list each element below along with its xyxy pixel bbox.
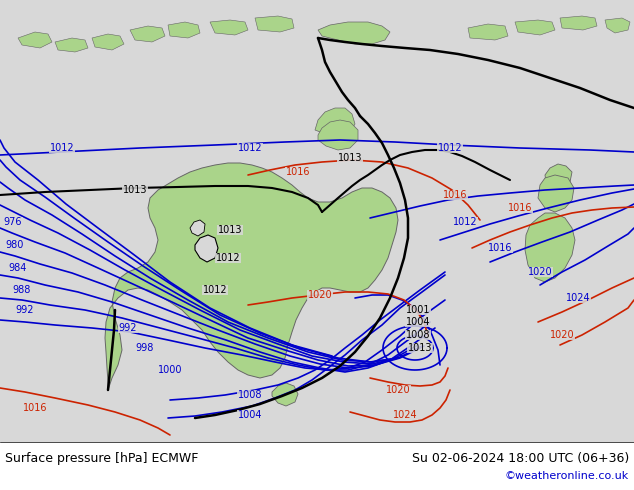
Text: 1013: 1013 <box>217 225 242 235</box>
Text: ©weatheronline.co.uk: ©weatheronline.co.uk <box>505 471 629 481</box>
Polygon shape <box>255 16 294 32</box>
Text: 1012: 1012 <box>437 143 462 153</box>
Text: 1012: 1012 <box>238 143 262 153</box>
Polygon shape <box>315 108 355 136</box>
Polygon shape <box>92 34 124 50</box>
Text: 1020: 1020 <box>385 385 410 395</box>
Text: 1004: 1004 <box>406 317 430 327</box>
Polygon shape <box>190 220 205 236</box>
Text: 976: 976 <box>4 217 22 227</box>
Text: 998: 998 <box>136 343 154 353</box>
Polygon shape <box>272 383 298 406</box>
Text: 980: 980 <box>6 240 24 250</box>
Polygon shape <box>538 175 574 212</box>
Text: 1001: 1001 <box>406 305 430 315</box>
Text: 1016: 1016 <box>286 167 310 177</box>
Text: 1012: 1012 <box>49 143 74 153</box>
Text: 1013: 1013 <box>338 153 362 163</box>
Text: 1020: 1020 <box>550 330 574 340</box>
Text: 988: 988 <box>13 285 31 295</box>
Text: 1008: 1008 <box>238 390 262 400</box>
Polygon shape <box>105 163 398 390</box>
Text: 1012: 1012 <box>216 253 240 263</box>
Text: 1012: 1012 <box>203 285 228 295</box>
Polygon shape <box>468 24 508 40</box>
Text: 1013: 1013 <box>408 343 432 353</box>
Text: Su 02-06-2024 18:00 UTC (06+36): Su 02-06-2024 18:00 UTC (06+36) <box>411 451 629 465</box>
Polygon shape <box>560 16 597 30</box>
Polygon shape <box>130 26 165 42</box>
Text: 992: 992 <box>119 323 137 333</box>
Polygon shape <box>55 38 88 52</box>
Polygon shape <box>515 20 555 35</box>
Text: 1008: 1008 <box>406 330 430 340</box>
Polygon shape <box>545 164 572 188</box>
Text: 1024: 1024 <box>392 410 417 420</box>
Text: 1020: 1020 <box>527 267 552 277</box>
Polygon shape <box>195 235 218 262</box>
Text: 1013: 1013 <box>123 185 147 195</box>
Text: 1012: 1012 <box>453 217 477 227</box>
Text: 1016: 1016 <box>508 203 533 213</box>
Polygon shape <box>318 22 390 44</box>
Polygon shape <box>18 32 52 48</box>
Polygon shape <box>318 120 358 150</box>
Text: 1016: 1016 <box>488 243 512 253</box>
Text: Surface pressure [hPa] ECMWF: Surface pressure [hPa] ECMWF <box>5 451 198 465</box>
Text: 1020: 1020 <box>307 290 332 300</box>
Polygon shape <box>605 18 630 33</box>
Text: 984: 984 <box>9 263 27 273</box>
Text: 1016: 1016 <box>23 403 48 413</box>
Polygon shape <box>168 22 200 38</box>
Text: 992: 992 <box>16 305 34 315</box>
Polygon shape <box>210 20 248 35</box>
Polygon shape <box>525 213 575 282</box>
Text: 1024: 1024 <box>566 293 590 303</box>
Text: 1000: 1000 <box>158 365 182 375</box>
Bar <box>0 442 634 490</box>
Text: 1004: 1004 <box>238 410 262 420</box>
Text: 1016: 1016 <box>443 190 467 200</box>
